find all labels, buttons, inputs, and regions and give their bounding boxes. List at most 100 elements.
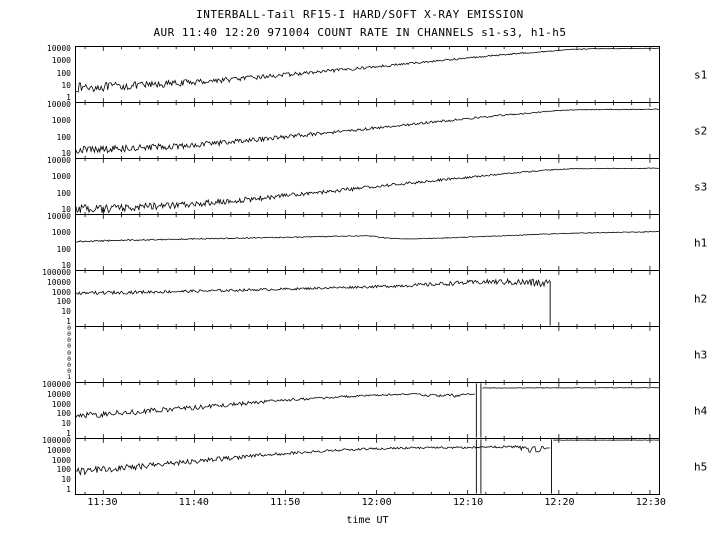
panels: 10000 1000 100 10 1 s1 10000 1000 100 10 s2 10000 10… — [0, 44, 720, 495]
y-tick-label: 10000 — [46, 445, 71, 455]
y-tick-label: 1 — [66, 317, 71, 326]
panel-s2-plot — [76, 103, 659, 158]
channel-label-col-s3: s3 — [660, 158, 720, 215]
panel-s1 — [75, 46, 660, 103]
panel-h2-plot — [76, 271, 651, 326]
y-tick-label: 1 — [67, 373, 71, 381]
panel-h4-plot — [76, 383, 659, 438]
panel-h1-plot — [76, 215, 659, 270]
x-tick-label: 12:00 — [361, 497, 392, 508]
y-tick-label: 0 — [67, 336, 71, 345]
channel-label-col-s2: s2 — [660, 102, 720, 159]
channel-label-s1: s1 — [694, 68, 708, 81]
channel-label-col-s1: s1 — [660, 46, 720, 103]
y-tick-label: 10 — [61, 307, 71, 317]
panel-row-s1: 10000 1000 100 10 1 s1 — [0, 44, 720, 103]
y-tick-label: 10000 — [46, 389, 71, 399]
y-tick-label: 1 — [66, 93, 71, 102]
y-tick-label: 1000 — [51, 56, 71, 66]
channel-label-s2: s2 — [694, 124, 708, 137]
x-tick-label: 11:50 — [270, 497, 301, 508]
panel-row-h2: 100000 10000 1000 100 10 1 h2 — [0, 268, 720, 327]
plot-title-line2: AUR 11:40 12:20 971004 COUNT RATE IN CHA… — [153, 26, 567, 39]
series-line-s1 — [76, 47, 659, 93]
panel-row-h5: 100000 10000 1000 100 10 1 h5 — [0, 437, 720, 495]
channel-label-col-h3: h3 — [660, 326, 720, 383]
panel-h3-plot — [84, 327, 651, 382]
panel-s3-plot — [76, 159, 659, 214]
y-tick-label: 10000 — [46, 100, 71, 109]
series-line-h1 — [76, 230, 659, 243]
series-line-h5 — [76, 445, 550, 476]
y-tick-label: 10000 — [46, 156, 71, 165]
y-axis-labels-s3: 10000 1000 100 10 — [0, 156, 75, 215]
y-tick-label: 1 — [66, 429, 71, 438]
tick-marks — [84, 383, 651, 438]
y-tick-label: 0 — [67, 360, 71, 369]
y-tick-label: 100 — [56, 188, 71, 198]
panel-h1 — [75, 214, 660, 271]
series-line-h4 — [482, 387, 659, 389]
panel-row-h3: 0 0 0 0 0 0 0 0 1 h3 — [0, 324, 720, 383]
y-tick-label: 100 — [56, 297, 71, 307]
panel-h2 — [75, 270, 660, 327]
y-tick-label: 0 — [67, 348, 71, 357]
y-tick-label: 10000 — [46, 277, 71, 287]
y-tick-label: 0 — [67, 354, 71, 363]
tick-marks — [84, 215, 651, 270]
y-axis-labels-s1: 10000 1000 100 10 1 — [0, 44, 75, 103]
panel-row-s3: 10000 1000 100 10 s3 — [0, 156, 720, 215]
y-tick-label: 10 — [61, 261, 71, 270]
y-tick-label: 100000 — [42, 380, 71, 389]
y-tick-label: 10 — [61, 419, 71, 429]
channel-label-h5: h5 — [694, 460, 708, 473]
panel-s1-plot — [76, 47, 659, 102]
y-tick-label: 0 — [67, 342, 71, 351]
channel-label-col-h4: h4 — [660, 382, 720, 439]
x-tick-label: 11:30 — [87, 497, 118, 508]
panel-s2 — [75, 102, 660, 159]
x-tick-label: 12:20 — [544, 497, 575, 508]
x-tick-label: 11:40 — [178, 497, 209, 508]
y-tick-label: 100 — [56, 465, 71, 475]
panel-h4 — [75, 382, 660, 439]
y-tick-label: 0 — [67, 324, 71, 332]
y-axis-labels-h1: 10000 1000 100 10 — [0, 212, 75, 271]
channel-label-col-h5: h5 — [660, 438, 720, 495]
panel-h5-plot — [76, 439, 659, 494]
channel-label-h4: h4 — [694, 404, 708, 417]
channel-label-col-h2: h2 — [660, 270, 720, 327]
panel-row-h4: 100000 10000 1000 100 10 1 h4 — [0, 380, 720, 439]
y-tick-label: 10 — [61, 205, 71, 214]
x-tick-label: 12:30 — [635, 497, 666, 508]
y-tick-label: 1000 — [51, 116, 71, 126]
y-axis-labels-h2: 100000 10000 1000 100 10 1 — [0, 268, 75, 327]
y-tick-label: 10 — [61, 149, 71, 158]
x-tick-label: 12:10 — [452, 497, 484, 508]
y-tick-label: 1 — [66, 485, 71, 494]
tick-marks — [84, 271, 651, 326]
y-tick-label: 100 — [56, 244, 71, 254]
tick-marks — [84, 159, 651, 214]
channel-label-col-h1: h1 — [660, 214, 720, 271]
series-line-s2 — [76, 108, 659, 154]
y-axis-labels-h5: 100000 10000 1000 100 10 1 — [0, 437, 75, 495]
plot-title-line1: INTERBALL-Tail RF15-I HARD/SOFT X-RAY EM… — [196, 8, 524, 21]
y-axis-labels-h4: 100000 10000 1000 100 10 1 — [0, 380, 75, 439]
y-tick-label: 1000 — [51, 172, 71, 182]
y-tick-label: 10000 — [46, 212, 71, 221]
x-axis: 11:30 11:40 11:50 12:00 12:10 12:20 12:30 — [0, 497, 720, 511]
y-tick-label: 1000 — [51, 399, 71, 409]
y-tick-label: 100000 — [42, 268, 71, 277]
y-tick-label: 10000 — [46, 44, 71, 53]
tick-marks — [84, 439, 651, 494]
y-tick-label: 1000 — [51, 455, 71, 465]
y-tick-label: 0 — [67, 366, 71, 375]
panel-row-s2: 10000 1000 100 10 s2 — [0, 100, 720, 159]
x-axis-title: time UT — [346, 515, 389, 526]
y-tick-label: 10 — [61, 80, 71, 90]
series-line-h4 — [76, 393, 476, 419]
y-tick-label: 100 — [56, 68, 71, 78]
